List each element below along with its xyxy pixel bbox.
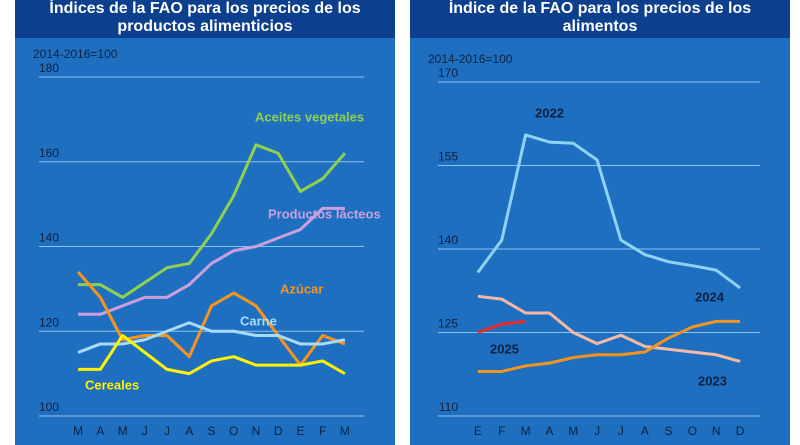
line <box>78 206 345 316</box>
series-label: Cereales <box>85 377 139 392</box>
line <box>476 133 741 290</box>
panel: Índices de la FAO para los precios de lo… <box>15 0 395 445</box>
line <box>477 319 741 373</box>
title-band <box>15 0 395 38</box>
x-tick-label: A <box>185 424 193 438</box>
x-tick-label: J <box>142 424 148 438</box>
series-label: 2025 <box>490 341 519 356</box>
series-label: 2022 <box>535 105 564 120</box>
x-tick-label: M <box>340 424 350 438</box>
x-tick-label: E <box>296 424 304 438</box>
x-tick-label: N <box>712 424 721 438</box>
series-label: 2023 <box>698 373 727 388</box>
y-tick-label: 110 <box>439 400 458 414</box>
series-label: 2024 <box>695 289 725 304</box>
series-label: Aceites vegetales <box>255 109 364 124</box>
series-label: Carne <box>240 313 277 328</box>
y-tick-label: 155 <box>438 150 458 164</box>
y-tick-label: 170 <box>438 66 458 80</box>
panel: Índice de la FAO para los precios de los… <box>410 0 790 445</box>
x-tick-label: J <box>164 424 170 438</box>
chart-title: Índice de la FAO para los precios de los… <box>448 0 752 35</box>
y-tick-label: 120 <box>39 315 59 329</box>
y-tick-label: 140 <box>438 233 458 247</box>
x-tick-label: A <box>96 424 104 438</box>
line <box>78 333 346 376</box>
x-tick-label: D <box>736 424 745 438</box>
y-tick-label: 180 <box>39 61 59 75</box>
series-label: Productos lácteos <box>268 206 381 221</box>
x-tick-label: E <box>474 424 482 438</box>
x-tick-label: J <box>594 424 600 438</box>
x-tick-label: S <box>665 424 673 438</box>
y-tick-label: 160 <box>39 146 59 160</box>
x-tick-label: J <box>618 424 624 438</box>
y-tick-label: 125 <box>438 317 458 331</box>
x-tick-label: F <box>498 424 505 438</box>
line <box>477 294 741 363</box>
line <box>477 319 526 334</box>
x-tick-label: M <box>118 424 128 438</box>
x-tick-label: S <box>207 424 215 438</box>
x-tick-label: A <box>641 424 649 438</box>
line <box>78 143 347 299</box>
line <box>77 321 346 354</box>
x-tick-label: A <box>545 424 553 438</box>
subtitle: 2014-2016=100 <box>33 47 118 61</box>
chart-title: Índices de la FAO para los precios de lo… <box>49 0 361 35</box>
series-label: Azúcar <box>280 281 323 296</box>
subtitle: 2014-2016=100 <box>428 52 513 66</box>
y-tick-label: 100 <box>39 400 59 414</box>
x-tick-label: O <box>688 424 697 438</box>
x-tick-label: O <box>229 424 238 438</box>
y-tick-label: 140 <box>39 231 59 245</box>
x-tick-label: M <box>73 424 83 438</box>
x-tick-label: F <box>319 424 326 438</box>
title-band <box>410 0 790 38</box>
x-tick-label: D <box>274 424 283 438</box>
x-tick-label: N <box>252 424 261 438</box>
x-tick-label: M <box>521 424 531 438</box>
x-tick-label: M <box>568 424 578 438</box>
